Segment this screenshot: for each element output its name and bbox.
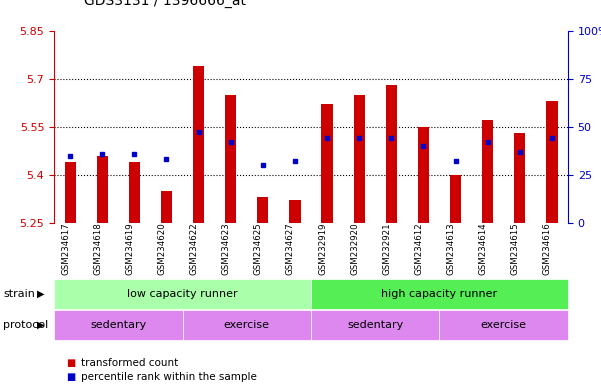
- Text: exercise: exercise: [224, 320, 270, 330]
- Text: ▶: ▶: [37, 289, 44, 299]
- Text: GSM234613: GSM234613: [447, 223, 456, 275]
- Bar: [193, 66, 204, 223]
- Text: exercise: exercise: [481, 320, 526, 330]
- Bar: [257, 197, 269, 223]
- Text: GSM234625: GSM234625: [254, 223, 263, 275]
- Bar: [64, 162, 76, 223]
- Text: GSM234627: GSM234627: [286, 223, 295, 275]
- Bar: [183, 310, 311, 340]
- Text: sedentary: sedentary: [347, 320, 403, 330]
- Bar: [450, 175, 461, 223]
- Text: GSM234622: GSM234622: [189, 223, 198, 275]
- Bar: [161, 191, 172, 223]
- Bar: [322, 104, 333, 223]
- Text: ▶: ▶: [37, 320, 44, 330]
- Text: GSM234619: GSM234619: [126, 223, 135, 275]
- Text: GSM234616: GSM234616: [543, 223, 552, 275]
- Bar: [546, 101, 558, 223]
- Text: ■: ■: [66, 372, 75, 382]
- Text: GDS3131 / 1396666_at: GDS3131 / 1396666_at: [84, 0, 246, 8]
- Bar: [439, 310, 568, 340]
- Bar: [289, 200, 300, 223]
- Bar: [54, 279, 311, 309]
- Text: sedentary: sedentary: [90, 320, 147, 330]
- Bar: [386, 85, 397, 223]
- Bar: [353, 95, 365, 223]
- Bar: [54, 310, 183, 340]
- Text: GSM232921: GSM232921: [382, 223, 391, 275]
- Text: transformed count: transformed count: [81, 358, 178, 368]
- Bar: [418, 127, 429, 223]
- Bar: [482, 120, 493, 223]
- Text: GSM232920: GSM232920: [350, 223, 359, 275]
- Bar: [225, 95, 236, 223]
- Text: GSM234615: GSM234615: [511, 223, 520, 275]
- Text: GSM234617: GSM234617: [61, 223, 70, 275]
- Text: strain: strain: [3, 289, 35, 299]
- Text: low capacity runner: low capacity runner: [127, 289, 238, 299]
- Bar: [129, 162, 140, 223]
- Text: high capacity runner: high capacity runner: [382, 289, 498, 299]
- Text: GSM234618: GSM234618: [93, 223, 102, 275]
- Text: protocol: protocol: [3, 320, 48, 330]
- Text: GSM234620: GSM234620: [157, 223, 166, 275]
- Bar: [97, 156, 108, 223]
- Text: GSM234623: GSM234623: [222, 223, 231, 275]
- Text: percentile rank within the sample: percentile rank within the sample: [81, 372, 257, 382]
- Bar: [514, 133, 525, 223]
- Bar: [311, 310, 439, 340]
- Bar: [311, 279, 568, 309]
- Text: GSM234614: GSM234614: [478, 223, 487, 275]
- Text: ■: ■: [66, 358, 75, 368]
- Text: GSM232919: GSM232919: [318, 223, 327, 275]
- Text: GSM234612: GSM234612: [415, 223, 424, 275]
